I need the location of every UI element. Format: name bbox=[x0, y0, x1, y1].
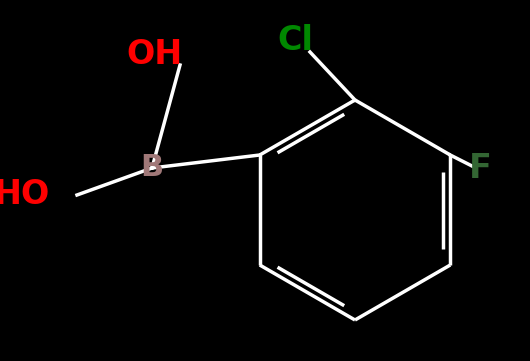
Text: Cl: Cl bbox=[277, 23, 313, 57]
Text: B: B bbox=[140, 153, 164, 183]
Text: OH: OH bbox=[127, 39, 183, 71]
Text: F: F bbox=[469, 152, 491, 184]
Text: HO: HO bbox=[0, 178, 50, 212]
